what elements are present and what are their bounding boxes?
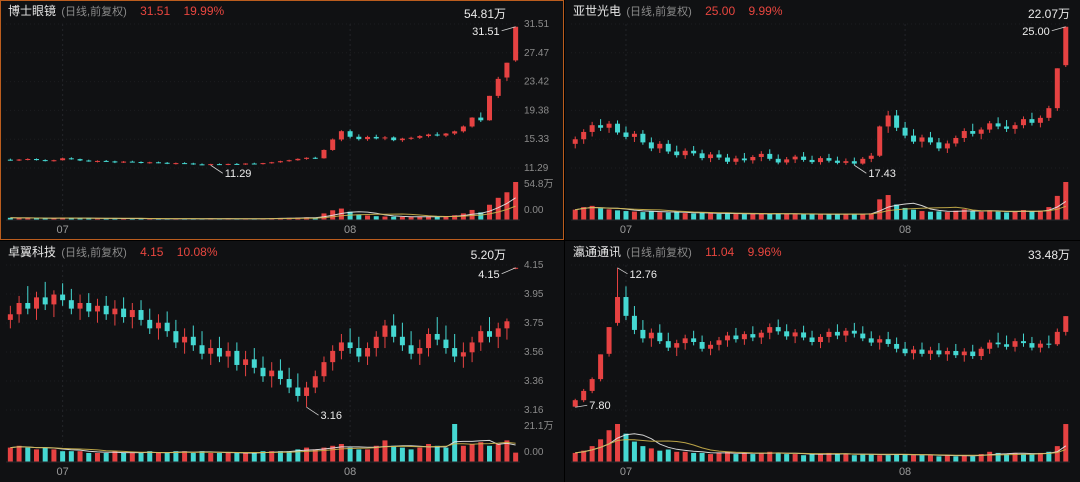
svg-text:17.43: 17.43 xyxy=(868,168,896,180)
svg-text:11.29: 11.29 xyxy=(524,163,549,174)
chart-panel-zhuoyikeji[interactable]: 07 08 4.15 3.95 3.75 3.56 3.36 3.16 21.1万 0.00 3.1… xyxy=(0,241,564,482)
svg-text:12.76: 12.76 xyxy=(630,269,658,281)
svg-text:3.16: 3.16 xyxy=(321,410,342,422)
last-price: 11.04 xyxy=(705,245,735,259)
svg-text:07: 07 xyxy=(57,466,69,478)
panel-header: 亚世光电 (日线,前复权) 25.00 9.99% xyxy=(573,4,783,19)
svg-text:3.16: 3.16 xyxy=(524,405,544,416)
stock-name: 博士眼镜 xyxy=(8,4,57,18)
turnover-label: 5.20万 xyxy=(470,248,506,262)
chart-type-label: (日线,前复权) xyxy=(626,6,692,18)
svg-text:7.80: 7.80 xyxy=(589,400,610,412)
svg-text:3.36: 3.36 xyxy=(524,376,544,387)
candlestick-chart: 07 08 31.51 27.47 23.42 19.38 15.33 11.29 54.8万 0… xyxy=(6,19,553,236)
chart-panel-boshiyanjing[interactable]: 07 08 31.51 27.47 23.42 19.38 15.33 11.29 54.8万 0… xyxy=(0,0,564,240)
svg-text:08: 08 xyxy=(344,466,356,478)
svg-text:19.38: 19.38 xyxy=(524,105,549,116)
svg-text:3.95: 3.95 xyxy=(524,289,544,300)
turnover-label: 22.07万 xyxy=(1027,7,1070,21)
chart-panel-yashiguangdian[interactable]: 07 08 17.43 25.00 亚世光电 (日线,前复权) 25.00 9.99%… xyxy=(565,0,1080,240)
svg-text:4.15: 4.15 xyxy=(524,260,544,271)
turnover-label: 33.48万 xyxy=(1027,248,1070,262)
chart-panel-yingtongtongxun[interactable]: 07 08 7.80 12.76 瀛通通讯 (日线,前复权) 11.04 9.96% … xyxy=(565,241,1080,482)
panel-header: 博士眼镜 (日线,前复权) 31.51 19.99% xyxy=(8,4,224,19)
chart-type-label: (日线,前复权) xyxy=(61,6,127,18)
panel-header: 瀛通通讯 (日线,前复权) 11.04 9.96% xyxy=(573,245,782,260)
svg-text:0.00: 0.00 xyxy=(524,447,544,458)
svg-text:0.00: 0.00 xyxy=(524,205,544,216)
svg-text:3.56: 3.56 xyxy=(524,347,544,358)
stock-name: 瀛通通讯 xyxy=(573,245,622,259)
candlestick-chart: 07 08 17.43 25.00 xyxy=(571,23,1070,236)
chart-type-label: (日线,前复权) xyxy=(61,247,127,259)
svg-text:21.1万: 21.1万 xyxy=(524,421,553,432)
svg-text:27.47: 27.47 xyxy=(524,48,549,59)
svg-text:25.00: 25.00 xyxy=(1022,26,1050,38)
last-price: 4.15 xyxy=(140,245,164,259)
change-percent: 19.99% xyxy=(183,4,225,18)
svg-text:08: 08 xyxy=(344,224,356,236)
stock-name: 卓翼科技 xyxy=(8,245,57,259)
turnover-label: 54.81万 xyxy=(463,7,506,21)
change-percent: 9.99% xyxy=(748,4,783,18)
change-percent: 9.96% xyxy=(747,245,782,259)
chart-type-label: (日线,前复权) xyxy=(626,247,692,259)
svg-text:54.8万: 54.8万 xyxy=(524,179,553,190)
svg-text:31.51: 31.51 xyxy=(524,19,549,30)
stock-name: 亚世光电 xyxy=(573,4,622,18)
svg-text:23.42: 23.42 xyxy=(524,77,549,88)
svg-text:08: 08 xyxy=(899,224,911,236)
change-percent: 10.08% xyxy=(176,245,218,259)
svg-text:08: 08 xyxy=(899,466,911,478)
last-price: 25.00 xyxy=(705,4,736,18)
svg-text:07: 07 xyxy=(620,466,632,478)
svg-text:07: 07 xyxy=(620,224,632,236)
svg-text:07: 07 xyxy=(57,224,69,236)
svg-text:4.15: 4.15 xyxy=(478,269,499,281)
svg-text:11.29: 11.29 xyxy=(225,168,252,180)
last-price: 31.51 xyxy=(140,4,171,18)
candlestick-chart: 07 08 7.80 12.76 xyxy=(571,264,1070,478)
svg-text:15.33: 15.33 xyxy=(524,134,549,145)
svg-text:3.75: 3.75 xyxy=(524,318,544,329)
panel-header: 卓翼科技 (日线,前复权) 4.15 10.08% xyxy=(8,245,218,260)
candlestick-chart: 07 08 4.15 3.95 3.75 3.56 3.36 3.16 21.1万 0.00 3.1… xyxy=(6,260,553,478)
svg-text:31.51: 31.51 xyxy=(472,26,500,38)
